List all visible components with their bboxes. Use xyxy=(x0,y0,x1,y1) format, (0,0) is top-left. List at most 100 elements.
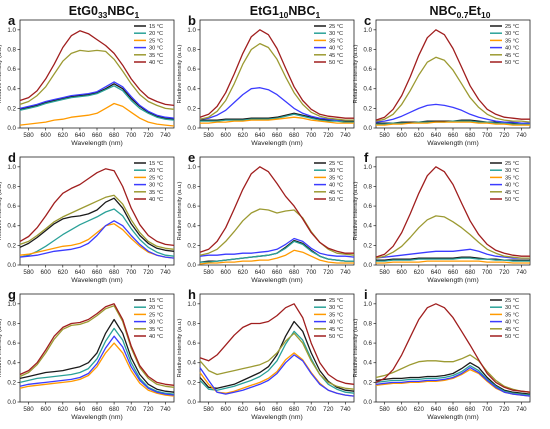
panel-label: c xyxy=(364,13,371,28)
y-tick-label: 0.6 xyxy=(363,203,372,210)
panel-label: f xyxy=(364,150,369,165)
y-tick-label: 0.2 xyxy=(363,105,372,112)
x-tick-label: 620 xyxy=(238,269,249,276)
series-line xyxy=(200,240,354,263)
legend-label: 40 °C xyxy=(329,320,343,326)
legend-label: 40 °C xyxy=(505,183,519,189)
series-line xyxy=(19,318,175,393)
x-tick-label: 740 xyxy=(516,406,527,413)
x-tick-label: 680 xyxy=(289,406,300,413)
y-tick-label: 0.8 xyxy=(363,46,372,53)
y-tick-label: 0.8 xyxy=(363,183,372,190)
legend: 25 °C30 °C35 °C 40 °C45 °C50 °C xyxy=(490,161,519,203)
x-tick-label: 680 xyxy=(109,406,120,413)
series-line xyxy=(199,87,354,121)
legend-label: 45 °C xyxy=(505,190,519,196)
x-tick-label: 640 xyxy=(255,269,266,276)
x-tick-label: 620 xyxy=(238,406,249,413)
legend-label: 25 °C xyxy=(149,175,163,181)
y-tick-label: 0.6 xyxy=(187,203,196,210)
series-line xyxy=(375,248,530,259)
legend-label: 40 °C xyxy=(149,60,163,66)
x-tick-label: 720 xyxy=(323,406,334,413)
legend-label: 35 °C xyxy=(149,53,163,59)
x-tick-label: 600 xyxy=(397,269,408,276)
series-line xyxy=(19,342,175,397)
x-tick-label: 600 xyxy=(397,132,408,139)
panel-label: h xyxy=(188,287,196,302)
series-line xyxy=(19,83,175,120)
x-axis-label: Wavelength (nm) xyxy=(427,414,479,421)
y-tick-label: 0.8 xyxy=(187,183,196,190)
x-tick-label: 720 xyxy=(323,132,334,139)
x-tick-label: 700 xyxy=(482,132,493,139)
y-axis-label: Relative intensity (a.u.) xyxy=(0,181,3,240)
series-line xyxy=(19,305,175,388)
series-line xyxy=(376,120,530,125)
legend-label: 20 °C xyxy=(149,168,163,174)
x-tick-label: 640 xyxy=(255,406,266,413)
panel-label: i xyxy=(364,287,368,302)
y-tick-label: 1.0 xyxy=(187,301,196,308)
y-tick-label: 0.4 xyxy=(363,360,372,367)
x-tick-label: 620 xyxy=(58,269,69,276)
legend: 15 °C20 °C25 °C 30 °C35 °C40 °C xyxy=(134,298,163,340)
legend-label: 35 °C xyxy=(505,175,519,181)
legend: 25 °C30 °C35 °C 40 °C45 °C50 °C xyxy=(314,161,343,203)
panel-i: i 580 600 620 640 660 680 700 720 740 0.0 0.2 0.4 0.6… xyxy=(353,287,531,421)
x-tick-label: 580 xyxy=(379,132,390,139)
series-line xyxy=(375,29,530,121)
x-tick-label: 740 xyxy=(516,269,527,276)
y-tick-label: 1.0 xyxy=(363,164,372,171)
series-line xyxy=(199,303,355,385)
x-tick-label: 660 xyxy=(448,269,459,276)
series-line xyxy=(375,215,530,259)
series-line xyxy=(199,249,354,265)
series-line xyxy=(199,237,355,258)
x-tick-label: 620 xyxy=(238,132,249,139)
y-axis-label: Relative intensity (a.u.) xyxy=(177,44,183,103)
y-tick-label: 0.0 xyxy=(187,125,196,132)
series-line xyxy=(376,121,530,126)
x-tick-label: 620 xyxy=(414,269,425,276)
x-tick-label: 740 xyxy=(340,406,351,413)
x-axis-label: Wavelength (nm) xyxy=(427,140,479,147)
panel-label: b xyxy=(188,13,196,28)
x-tick-label: 580 xyxy=(203,132,214,139)
y-tick-label: 0.8 xyxy=(187,46,196,53)
y-tick-label: 0.4 xyxy=(363,86,372,93)
legend-label: 45 °C xyxy=(505,53,519,59)
y-axis-label: Relative intensity (a.u.) xyxy=(353,44,359,103)
legend-label: 30 °C xyxy=(329,31,343,37)
legend-label: 35 °C xyxy=(329,38,343,44)
legend-label: 45 °C xyxy=(329,327,343,333)
legend-label: 25 °C xyxy=(329,298,343,304)
y-tick-label: 0.8 xyxy=(187,320,196,327)
x-tick-label: 700 xyxy=(126,269,137,276)
column-title-2: EtG110NBC1 xyxy=(250,4,321,20)
series-line xyxy=(199,166,354,254)
legend-label: 15 °C xyxy=(149,298,163,304)
y-tick-label: 0.8 xyxy=(7,320,16,327)
y-tick-label: 0.4 xyxy=(187,223,196,230)
panel-a: a 580 600 620 640 660 680 700 720 740 0.0 0.2 0.4 0.6… xyxy=(0,13,175,147)
legend-label: 25 °C xyxy=(505,24,519,30)
x-tick-label: 740 xyxy=(160,406,171,413)
legend-label: 50 °C xyxy=(329,60,343,66)
x-tick-label: 620 xyxy=(58,406,69,413)
legend-label: 50 °C xyxy=(505,60,519,66)
panel-f: f 580 600 620 640 660 680 700 720 740 0.0 0.2 0.4 0.6… xyxy=(353,150,531,284)
x-tick-label: 640 xyxy=(431,269,442,276)
y-tick-label: 0.6 xyxy=(187,66,196,73)
y-tick-label: 0.2 xyxy=(187,105,196,112)
x-tick-label: 640 xyxy=(75,132,86,139)
x-tick-label: 580 xyxy=(23,269,34,276)
x-tick-label: 620 xyxy=(414,132,425,139)
series-line xyxy=(375,366,531,397)
x-axis-label: Wavelength (nm) xyxy=(251,414,303,421)
legend-label: 40 °C xyxy=(329,183,343,189)
legend-label: 40 °C xyxy=(505,46,519,52)
series-line xyxy=(199,208,355,256)
panel-label: g xyxy=(8,287,16,302)
legend-label: 40 °C xyxy=(149,334,163,340)
